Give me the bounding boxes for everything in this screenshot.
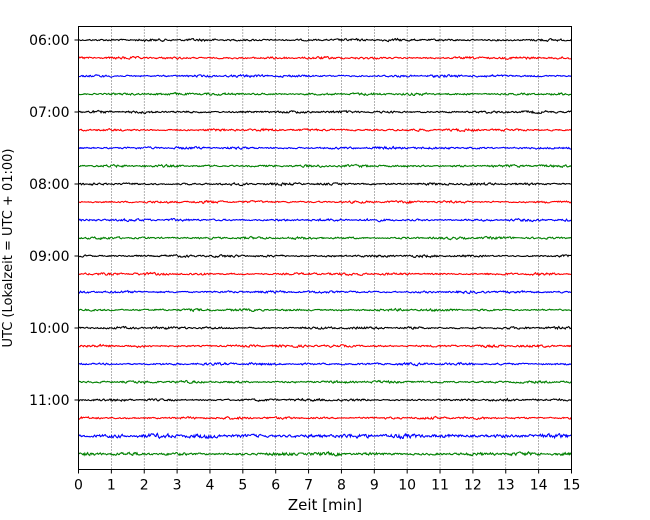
trace-line [78,307,572,313]
y-tick-label: 10:00 [29,321,69,337]
x-tick-label: 11 [431,478,449,494]
y-tick-label: 11:00 [29,393,69,409]
y-tick-label: 08:00 [29,177,69,193]
y-tick-label: 07:00 [29,105,69,121]
x-tick-label: 15 [563,478,581,494]
y-axis-label: UTC (Lokalzeit = UTC + 01:00) [1,149,16,348]
x-axis-ticks: 0 1 2 3 4 5 6 7 8 9 10 11 12 13 14 15 [74,469,581,494]
trace-lines [78,37,572,457]
trace-line [78,109,572,115]
trace-line [78,432,572,440]
y-tick-label: 06:00 [29,33,69,49]
trace-line [78,343,572,349]
x-tick-label: 10 [398,478,416,494]
x-tick-label: 13 [497,478,515,494]
trace-line [78,450,572,457]
trace-line [78,127,572,133]
trace-line [78,91,572,97]
trace-line [78,397,572,403]
trace-line [78,181,572,187]
trace-line [78,379,572,385]
x-tick-label: 14 [530,478,548,494]
trace-line [78,325,572,331]
x-axis-label: Zeit [min] [288,496,362,514]
trace-line [78,361,572,367]
trace-line [78,271,572,277]
trace-line [78,145,572,151]
trace-line [78,235,572,241]
y-axis-ticks: 06:00 07:00 08:00 09:00 10:00 11:00 [29,33,79,409]
x-tick-label: 12 [464,478,482,494]
x-tick-label: 3 [173,478,182,494]
trace-line [78,55,572,60]
x-tick-label: 1 [107,478,116,494]
grid-lines [111,26,539,470]
x-tick-label: 8 [337,478,346,494]
trace-line [78,289,572,295]
trace-line [78,253,572,259]
trace-line [78,415,572,421]
x-tick-label: 0 [74,478,83,494]
trace-line [78,217,572,223]
x-tick-label: 4 [206,478,215,494]
trace-line [78,163,572,169]
x-tick-label: 6 [271,478,280,494]
trace-line [78,73,572,79]
x-tick-label: 9 [370,478,379,494]
trace-line [78,199,572,205]
trace-line [78,37,572,43]
y-tick-label: 09:00 [29,249,69,265]
x-tick-label: 5 [238,478,247,494]
x-tick-label: 2 [140,478,149,494]
plot-frame [78,26,572,470]
x-tick-label: 7 [304,478,313,494]
